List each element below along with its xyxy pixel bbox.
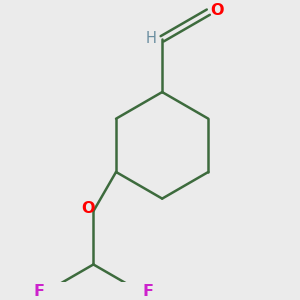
Text: O: O bbox=[211, 3, 224, 18]
Text: F: F bbox=[33, 284, 44, 298]
Text: H: H bbox=[145, 31, 156, 46]
Text: F: F bbox=[142, 284, 154, 298]
Text: O: O bbox=[81, 201, 95, 216]
